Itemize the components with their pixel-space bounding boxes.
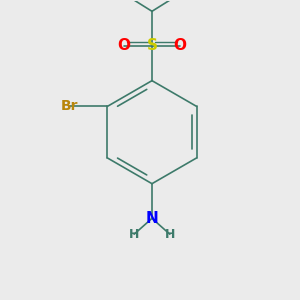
Text: H: H xyxy=(165,228,175,241)
Text: Br: Br xyxy=(61,99,79,113)
Text: O: O xyxy=(173,38,186,53)
Text: N: N xyxy=(146,211,158,226)
Text: H: H xyxy=(129,228,139,241)
Text: S: S xyxy=(146,38,158,53)
Text: O: O xyxy=(118,38,131,53)
